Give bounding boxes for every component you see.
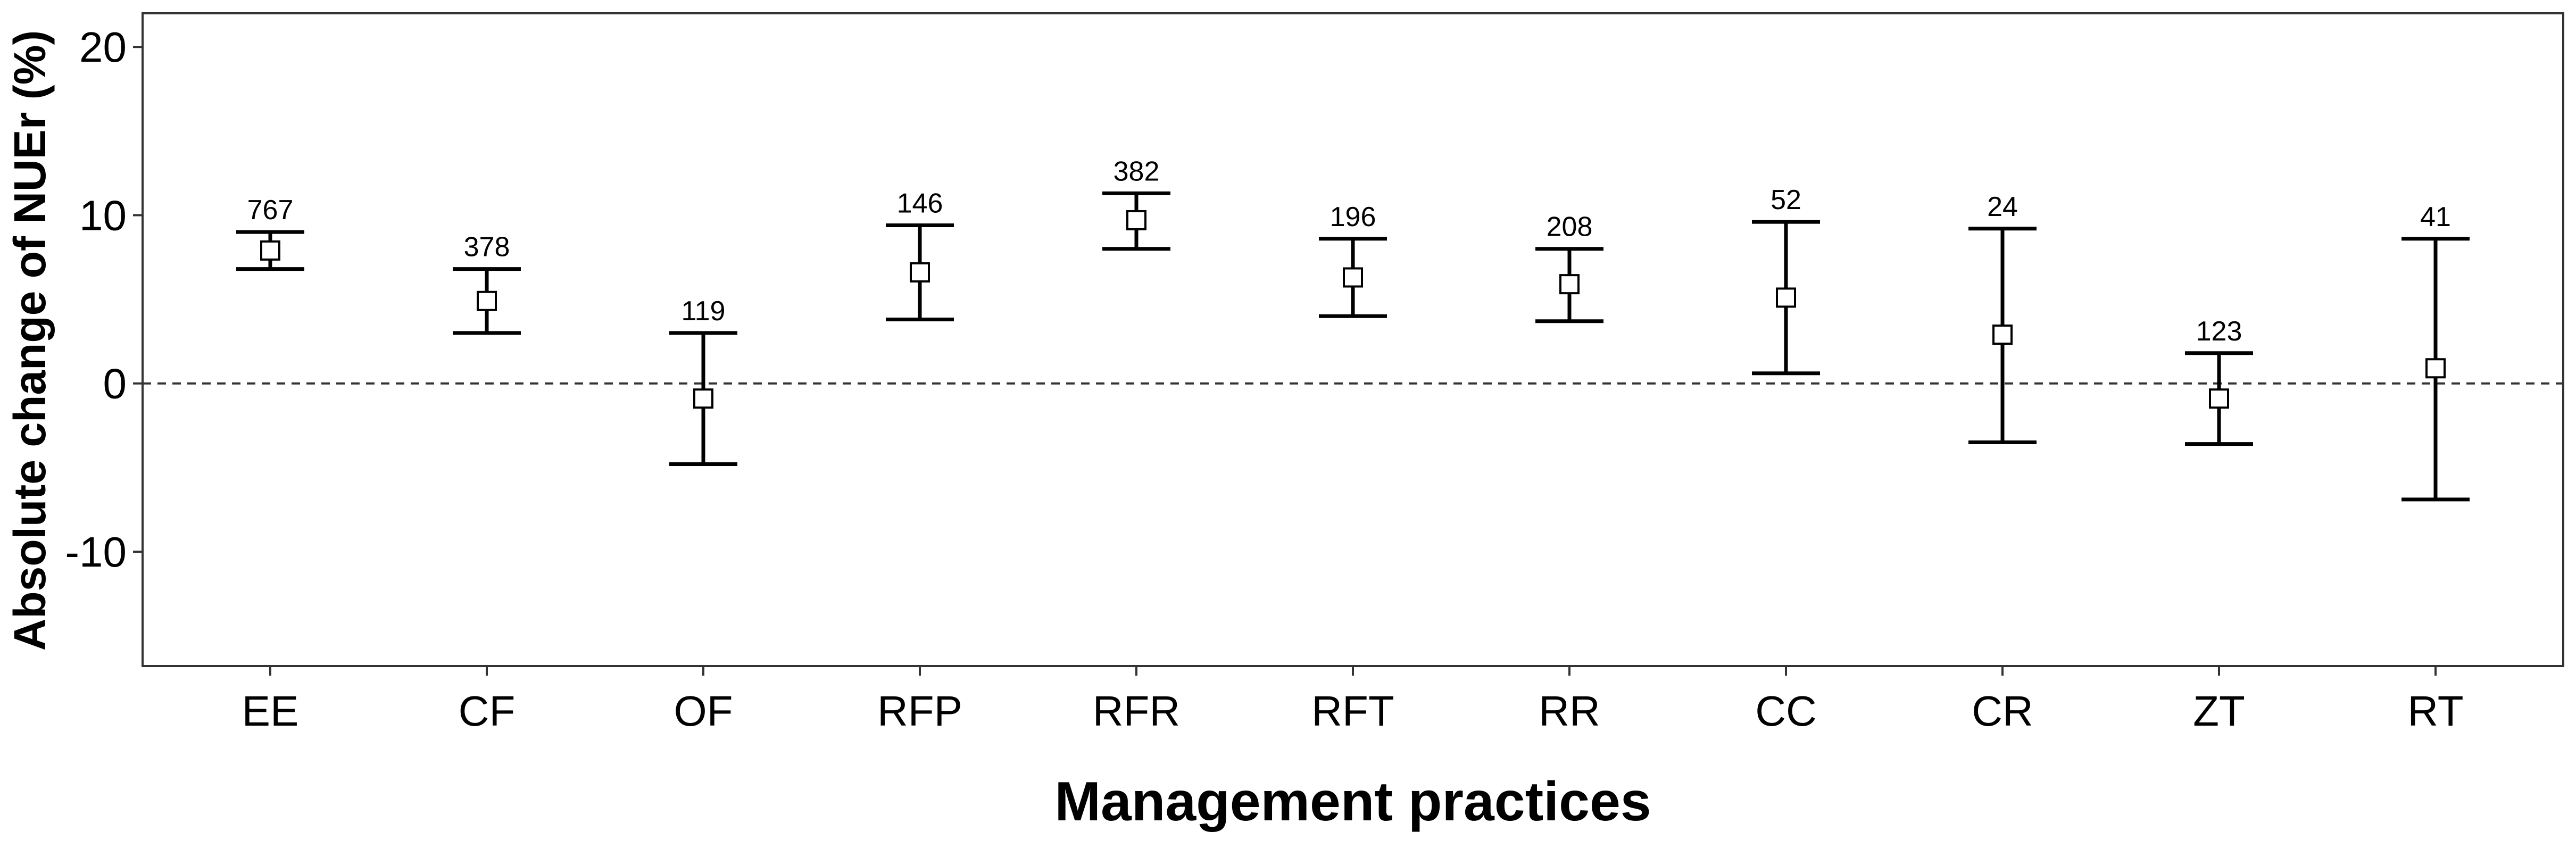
x-tick-label: OF bbox=[674, 687, 733, 735]
mean-marker bbox=[693, 388, 713, 409]
x-tick-label: CC bbox=[1755, 687, 1817, 735]
x-tick-label: ZT bbox=[2193, 687, 2245, 735]
y-tick-label: 10 bbox=[79, 192, 127, 239]
sample-size-label: 119 bbox=[682, 296, 726, 327]
x-axis: EE CF OF RFP RFR RFT RR CC CR ZT RT bbox=[242, 666, 2464, 735]
mean-marker bbox=[1343, 267, 1363, 288]
error-bar-group-of: 119 bbox=[669, 296, 737, 467]
x-tick-label: CR bbox=[1972, 687, 2033, 735]
mean-marker bbox=[1126, 210, 1146, 230]
y-tick-label: 20 bbox=[79, 23, 127, 71]
plot-panel bbox=[142, 12, 2564, 667]
sample-size-label: 208 bbox=[1547, 212, 1593, 243]
error-bar-group-cf: 378 bbox=[453, 232, 521, 335]
sample-size-label: 767 bbox=[247, 195, 294, 226]
x-tick-label: RR bbox=[1539, 687, 1600, 735]
mean-marker bbox=[477, 290, 497, 311]
x-axis-title: Management practices bbox=[1054, 771, 1651, 833]
sample-size-label: 382 bbox=[1114, 156, 1160, 187]
error-bar-group-rr: 208 bbox=[1535, 212, 1603, 323]
mean-marker bbox=[2209, 388, 2229, 409]
sample-size-label: 123 bbox=[2196, 316, 2242, 347]
sample-size-label: 24 bbox=[1987, 192, 2018, 222]
y-axis: -10 0 10 20 bbox=[65, 23, 143, 576]
sample-size-label: 52 bbox=[1771, 185, 1801, 215]
error-bar-group-rft: 196 bbox=[1319, 202, 1387, 318]
mean-marker bbox=[2425, 358, 2446, 379]
data-marks: 767 378 119 146 382 196 208 52 24 123 41 bbox=[236, 156, 2470, 502]
sample-size-label: 196 bbox=[1330, 202, 1376, 232]
sample-size-label: 41 bbox=[2420, 202, 2451, 232]
error-bar-group-rfp: 146 bbox=[886, 188, 954, 322]
x-tick-label: RFR bbox=[1093, 687, 1180, 735]
error-bar-group-zt: 123 bbox=[2185, 316, 2253, 446]
y-tick-label: 0 bbox=[103, 360, 127, 408]
mean-marker bbox=[1559, 274, 1580, 295]
x-tick-label: RFP bbox=[877, 687, 962, 735]
error-bar-group-ee: 767 bbox=[236, 195, 304, 271]
sample-size-label: 378 bbox=[464, 232, 510, 263]
mean-marker bbox=[1992, 325, 2013, 345]
error-bar-group-rt: 41 bbox=[2402, 202, 2470, 502]
x-tick-label: EE bbox=[242, 687, 299, 735]
x-tick-label: CF bbox=[459, 687, 516, 735]
mean-marker bbox=[260, 240, 280, 261]
error-bar-group-rfr: 382 bbox=[1102, 156, 1170, 251]
mean-marker bbox=[1776, 287, 1796, 308]
x-tick-label: RFT bbox=[1311, 687, 1394, 735]
sample-size-label: 146 bbox=[897, 188, 943, 219]
error-bar-group-cc: 52 bbox=[1752, 185, 1820, 376]
y-axis-title: Absolute change of NUEr (%) bbox=[5, 30, 55, 651]
error-bar-group-cr: 24 bbox=[1968, 192, 2037, 444]
mean-marker bbox=[910, 262, 930, 283]
x-tick-label: RT bbox=[2407, 687, 2463, 735]
y-tick-label: -10 bbox=[65, 528, 127, 576]
